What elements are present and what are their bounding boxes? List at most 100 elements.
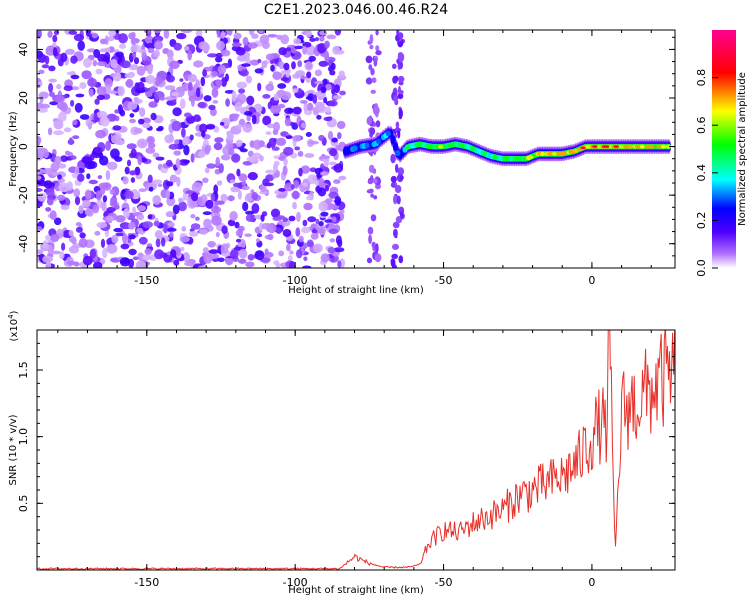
noise-blob [292, 201, 297, 210]
noise-blob [186, 115, 196, 124]
noise-blob [75, 93, 85, 98]
noise-blob [169, 60, 180, 70]
noise-blob [37, 150, 45, 159]
noise-blob [142, 254, 152, 261]
snr-y-multiplier-exp: 4 [7, 314, 15, 319]
noise-blob [48, 244, 53, 255]
noise-blob [324, 40, 330, 49]
snr-x-label: Height of straight line (km) [288, 585, 424, 596]
snr-x-ticks: -150 -100 -50 0 [57, 330, 652, 589]
noise-blob [239, 148, 248, 153]
noise-blob [338, 70, 345, 79]
noise-blob [227, 219, 236, 227]
noise-blob [225, 98, 231, 107]
noise-blob [202, 247, 209, 254]
y-tick-label: -40 [17, 235, 30, 253]
y-tick-label: 1.0 [17, 428, 30, 446]
noise-blob [147, 142, 156, 149]
noise-blob [202, 177, 209, 184]
noise-blob [302, 182, 309, 187]
noise-blob [72, 119, 78, 126]
noise-blob [152, 35, 164, 43]
noise-blob [109, 90, 118, 95]
noise-blob [193, 114, 201, 122]
noise-blob [292, 88, 299, 93]
noise-blob [68, 137, 73, 146]
noise-blob [94, 230, 101, 236]
noise-blob [238, 88, 246, 94]
noise-blob [196, 87, 201, 98]
noise-blob [111, 234, 119, 244]
noise-blob [50, 233, 60, 243]
noise-blob [95, 129, 107, 139]
noise-blob [203, 95, 212, 102]
noise-blob [37, 107, 48, 113]
spectrogram-panel: -150 -100 -50 0 40 20 0 -20 -40 Height of strai… [8, 29, 676, 296]
noise-blob [77, 40, 85, 51]
noise-blob [52, 47, 58, 57]
noise-blob [119, 43, 126, 49]
noise-blob [182, 192, 188, 201]
noise-blob [333, 179, 341, 184]
noise-blob [93, 261, 103, 268]
noise-blob [167, 222, 176, 227]
noise-blob [275, 262, 281, 268]
noise-blob [310, 232, 319, 240]
noise-blob [75, 222, 82, 227]
spectrogram-x-ticks: -150 -100 -50 0 [57, 30, 652, 287]
noise-blob [282, 165, 288, 176]
spectrogram-ridge [343, 126, 672, 167]
x-tick-label: -150 [134, 274, 159, 287]
noise-blob [127, 101, 138, 110]
noise-blob [133, 127, 143, 134]
noise-streak-blob [373, 195, 378, 200]
noise-streak-blob [396, 195, 401, 205]
ridge-cell [627, 144, 634, 149]
noise-blob [74, 102, 83, 113]
noise-blob [68, 229, 74, 237]
noise-blob [216, 40, 226, 51]
noise-blob [207, 53, 218, 58]
noise-blob [136, 214, 145, 221]
ridge-cell [613, 145, 619, 148]
noise-blob [287, 107, 293, 113]
noise-blob [275, 137, 287, 146]
noise-blob [53, 130, 64, 136]
noise-blob [146, 243, 153, 247]
noise-blob [193, 60, 204, 68]
noise-streak-blob [375, 45, 380, 52]
noise-blob [37, 192, 47, 202]
noise-blob [63, 85, 73, 92]
noise-streak-blob [367, 179, 373, 185]
noise-blob [153, 220, 160, 227]
noise-blob [189, 202, 198, 208]
noise-blob [110, 148, 120, 159]
noise-blob [199, 229, 208, 235]
noise-streak-blob [392, 63, 397, 69]
noise-blob [159, 96, 165, 101]
noise-blob [166, 49, 174, 60]
noise-blob [166, 196, 176, 207]
noise-streak-blob [371, 77, 377, 83]
noise-blob [106, 243, 118, 254]
noise-blob [154, 249, 165, 260]
ridge-cell [364, 142, 370, 149]
noise-blob [305, 45, 316, 56]
noise-streak-blob [372, 168, 377, 174]
noise-blob [174, 139, 180, 145]
x-tick-label: 0 [588, 274, 595, 287]
noise-blob [241, 185, 250, 191]
noise-blob [327, 247, 336, 254]
noise-streak-blob [398, 108, 403, 119]
noise-blob [202, 211, 212, 216]
noise-blob [313, 243, 323, 253]
noise-blob [216, 180, 223, 186]
noise-blob [130, 148, 137, 158]
noise-blob [320, 86, 327, 94]
noise-streak-blob [398, 32, 404, 40]
noise-blob [122, 176, 129, 185]
noise-blob [215, 231, 220, 238]
noise-blob [120, 60, 131, 69]
noise-blob [254, 68, 264, 74]
noise-blob [278, 47, 288, 56]
